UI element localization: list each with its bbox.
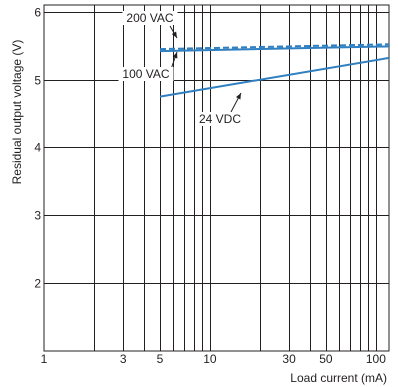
annotation-backdrop — [118, 67, 174, 81]
x-tick-label: 10 — [203, 352, 217, 366]
y-tick-label: 3 — [34, 209, 41, 223]
series-label: 24 VDC — [199, 112, 241, 126]
x-tick-label: 30 — [282, 352, 296, 366]
y-tick-label: 6 — [34, 6, 41, 20]
annotation-backdrop — [122, 11, 178, 25]
y-tick-label: 4 — [34, 141, 41, 155]
series-lines — [159, 43, 390, 98]
grid — [43, 4, 390, 352]
x-axis-label: Load current (mA) — [290, 371, 387, 385]
plot-frame — [43, 4, 390, 352]
y-tick-label: 5 — [34, 74, 41, 88]
series-annotations: 200 VAC 100 VAC 24 VDC — [118, 11, 244, 126]
annotation-arrowhead — [235, 93, 241, 100]
series-line-24-vdc — [159, 56, 390, 98]
series-line-100-vac — [159, 45, 390, 53]
x-tick-label: 50 — [319, 352, 333, 366]
x-tick-label: 3 — [120, 352, 127, 366]
y-axis-label: Residual output voltage (V) — [10, 40, 24, 185]
annotation-arrowhead — [171, 31, 177, 38]
y-tick-label: 2 — [34, 277, 41, 291]
series-label: 100 VAC — [122, 67, 169, 81]
x-tick-label: 1 — [41, 352, 48, 366]
series-line-200-vac — [159, 43, 390, 51]
tick-labels: 2 3 4 5 6 1 3 5 10 30 50 100 — [34, 6, 386, 367]
series-label: 200 VAC — [126, 11, 173, 25]
annotation-arrowhead — [172, 52, 178, 59]
annotation-backdrop — [196, 112, 244, 126]
x-tick-label: 100 — [366, 352, 386, 366]
x-tick-label: 5 — [157, 352, 164, 366]
